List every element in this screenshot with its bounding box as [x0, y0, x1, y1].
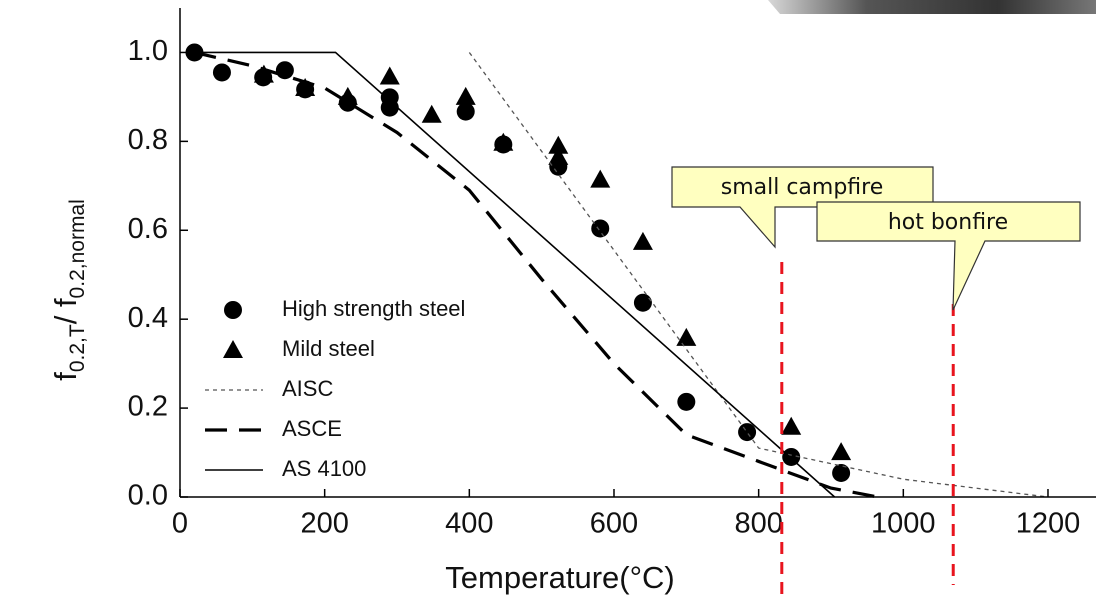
data-point	[591, 219, 610, 238]
data-point	[455, 86, 476, 105]
legend-label: AISC	[282, 376, 333, 401]
data-point	[548, 135, 569, 154]
data-point	[295, 78, 316, 97]
legend-label: ASCE	[282, 416, 342, 441]
callout-box	[816, 201, 1081, 311]
x-tick-label: 0	[172, 508, 188, 540]
y-label-part: / f	[48, 298, 83, 324]
x-tick-label: 1200	[1016, 508, 1081, 540]
data-point	[380, 98, 399, 117]
y-tick-label: 0.2	[128, 391, 168, 423]
data-point	[633, 293, 652, 312]
data-point	[831, 442, 852, 461]
callout-text: hot bonfire	[888, 210, 1008, 235]
x-tick-label: 600	[590, 508, 638, 540]
x-tick-label: 400	[445, 508, 493, 540]
x-axis-label: Temperature(°C)	[445, 560, 674, 595]
y-label-part: 0.2,normal	[66, 199, 89, 298]
legend-label: AS 4100	[282, 456, 366, 481]
data-point	[677, 392, 696, 411]
data-point	[253, 64, 274, 83]
data-point	[493, 132, 514, 151]
y-axis-label: f0.2,T/ f0.2,normal	[48, 199, 88, 381]
data-point	[632, 231, 653, 250]
x-tick-label: 1000	[871, 508, 936, 540]
data-point	[676, 327, 697, 346]
data-point	[548, 146, 569, 165]
legend-marker	[223, 340, 243, 358]
legend-label: Mild steel	[282, 336, 375, 361]
data-line	[194, 50, 879, 499]
data-point	[738, 423, 757, 442]
data-point	[456, 102, 475, 121]
y-tick-label: 1.0	[128, 35, 168, 67]
data-point	[832, 463, 851, 482]
legend-marker	[224, 301, 242, 319]
y-label-part: 0.2,T	[66, 324, 89, 372]
callout-text: small campfire	[721, 175, 884, 200]
legend-label: High strength steel	[282, 296, 465, 321]
data-point	[590, 169, 611, 188]
y-tick-label: 0.6	[128, 213, 168, 245]
y-tick-label: 0.0	[128, 480, 168, 512]
callout-box	[671, 166, 934, 249]
data-point	[379, 66, 400, 85]
data-point	[421, 104, 442, 123]
data-point	[275, 61, 294, 80]
y-tick-label: 0.4	[128, 302, 168, 334]
y-tick-label: 0.8	[128, 124, 168, 156]
photo-fragment	[768, 0, 1096, 14]
data-point	[781, 416, 802, 435]
x-tick-label: 800	[734, 508, 782, 540]
x-tick-label: 200	[300, 508, 348, 540]
y-label-part: f	[48, 372, 83, 381]
data-line	[194, 51, 836, 498]
plot-area: 0 200 400 600 800 1000 1200 0.0 0.2 0.4 0.6 0.8 1.0 H…	[128, 35, 1081, 600]
data-point	[212, 63, 231, 82]
callouts: small campfire hot bonfire	[671, 166, 1081, 311]
data-point	[337, 86, 358, 105]
